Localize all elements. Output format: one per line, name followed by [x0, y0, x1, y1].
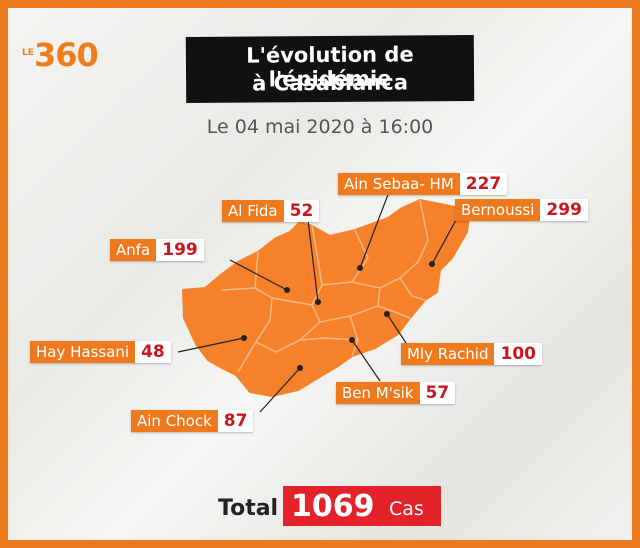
- district-name: Anfa: [110, 239, 157, 261]
- total-unit: Cas: [389, 498, 424, 520]
- district-cases: 48: [135, 341, 171, 363]
- total-value-box: 1069 Cas: [283, 486, 441, 526]
- district-cases: 299: [540, 199, 588, 221]
- district-cases: 227: [459, 173, 508, 195]
- district-name: Hay Hassani: [30, 341, 136, 363]
- leader-lines: [177, 191, 457, 413]
- district-label-ain-sebaa: Ain Sebaa- HM 227: [338, 173, 508, 195]
- district-cases: 100: [494, 343, 542, 365]
- logo-number: 360: [34, 36, 99, 74]
- district-label-bernoussi: Bernoussi 299: [455, 199, 588, 221]
- le360-logo: LE 360: [20, 36, 110, 76]
- total-value: 1069: [291, 489, 375, 524]
- district-name: Ain Sebaa- HM: [338, 173, 460, 195]
- district-label-anfa: Anfa 199: [110, 239, 204, 261]
- district-dots: [241, 261, 435, 371]
- district-cases: 52: [283, 200, 320, 222]
- district-label-ben-msik: Ben M'sik 57: [336, 382, 456, 404]
- district-name: Al Fida: [222, 200, 284, 222]
- city-outline: [182, 199, 471, 397]
- district-label-ain-chock: Ain Chock 87: [131, 410, 254, 432]
- district-cases: 57: [419, 382, 456, 404]
- district-name: Mly Rachid: [401, 343, 495, 365]
- district-name: Ben M'sik: [336, 382, 420, 404]
- district-label-al-fida: Al Fida 52: [222, 200, 320, 222]
- date-subtitle: Le 04 mai 2020 à 16:00: [206, 116, 434, 138]
- district-label-mly-rachid: Mly Rachid 100: [401, 343, 542, 365]
- district-cases: 87: [217, 410, 254, 432]
- district-label-hay-hassani: Hay Hassani 48: [30, 341, 171, 363]
- district-name: Ain Chock: [131, 410, 218, 432]
- district-name: Bernoussi: [455, 199, 541, 221]
- total-label: Total: [218, 496, 279, 521]
- district-cases: 199: [156, 239, 204, 261]
- logo-prefix: LE: [22, 48, 34, 58]
